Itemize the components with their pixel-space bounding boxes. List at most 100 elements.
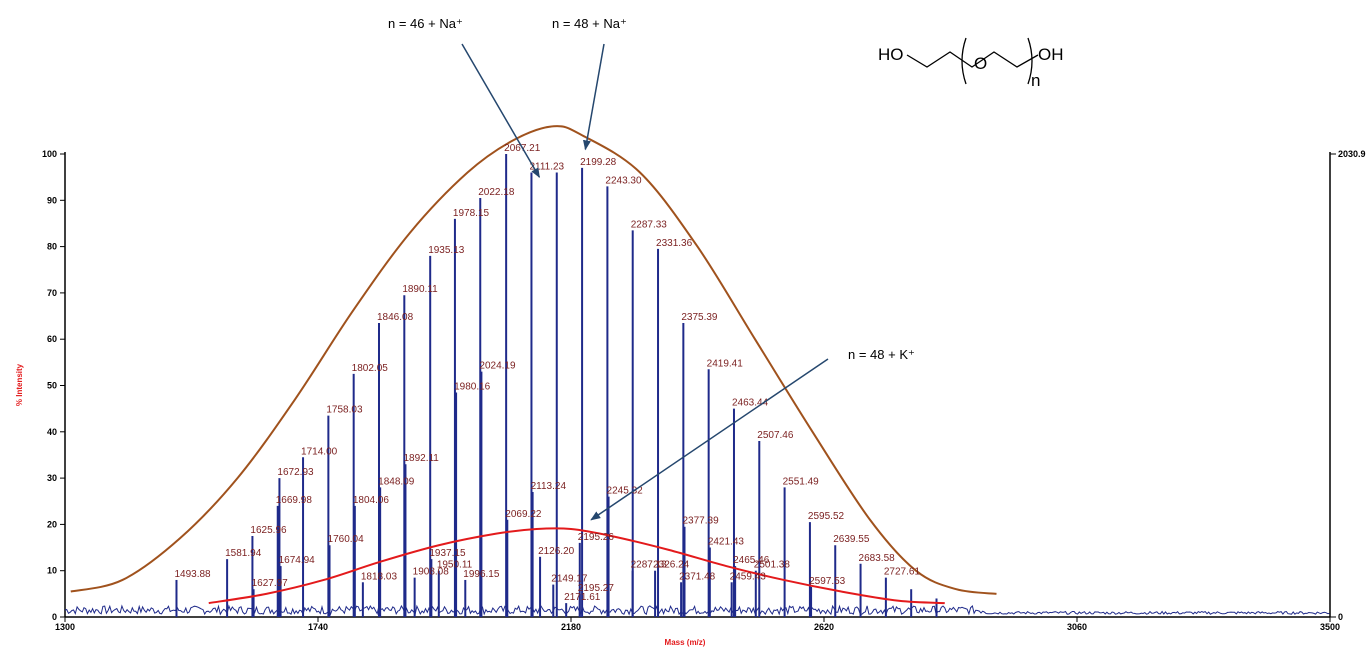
envelope-curve: [70, 125, 997, 595]
peak-label: 1848.09: [378, 476, 415, 487]
structure-right-label: OH: [1038, 45, 1064, 64]
peak-label: 2022.18: [478, 187, 515, 198]
peak-label: 1672.93: [277, 467, 314, 478]
peaks-group: [175, 154, 938, 617]
y-tick-label: 60: [47, 334, 57, 344]
peak-label: 2371.48: [679, 571, 716, 582]
y-tick-label: 10: [47, 566, 57, 576]
baseline-noise: [64, 604, 1330, 616]
x-tick-label: 2180: [561, 622, 581, 632]
x-tick-label: 1300: [55, 622, 75, 632]
peak-label: 1758.03: [326, 405, 363, 416]
envelope-curve: [208, 527, 945, 605]
annotation-label: n = 48 + Na⁺: [552, 16, 627, 31]
peak-label: 1846.08: [377, 312, 414, 323]
peak-label: 1818.03: [361, 571, 398, 582]
structure-left-label: HO: [878, 45, 904, 64]
peak-label: 2459.43: [730, 571, 767, 582]
peak-label: 2501.38: [754, 560, 791, 571]
peak-label: 2024.19: [479, 361, 516, 372]
right-axis-min-label: 0: [1338, 612, 1343, 622]
peak-label: 1996.15: [463, 569, 500, 580]
plot-area: 2030.9 0: [64, 149, 1366, 622]
peak-label: 2639.55: [833, 534, 870, 545]
y-tick-label: 20: [47, 519, 57, 529]
peak-label: 1890.11: [402, 284, 438, 295]
x-tick-label: 2620: [814, 622, 834, 632]
peak-label: 2113.24: [531, 481, 567, 492]
peak-label: 2195.26: [578, 532, 615, 543]
structure-bracket-left: [961, 37, 967, 85]
y-axis-title: % Intensity: [15, 363, 24, 406]
peak-label: 1892.11: [403, 453, 439, 464]
annotation-label: n = 48 + K⁺: [848, 347, 915, 362]
structure-chain: [906, 51, 1039, 68]
peak-label: 2287.13: [631, 560, 668, 571]
annotation-arrow: [590, 358, 829, 521]
y-tick-label: 100: [42, 149, 57, 159]
peak-label: 2375.39: [681, 312, 718, 323]
peak-label: 1937.15: [429, 548, 466, 559]
y-tick-label: 90: [47, 195, 57, 205]
peak-label: 1493.88: [174, 569, 211, 580]
peak-label: 1804.06: [353, 495, 390, 506]
peak-label: 1674.94: [279, 555, 316, 566]
peak-label: 2419.41: [707, 358, 744, 369]
peak-label: 1980.16: [454, 381, 491, 392]
peak-label: 1935.13: [428, 245, 465, 256]
annotation-arrow: [583, 43, 605, 151]
envelope-curves: [70, 125, 997, 605]
structure-bracket-right: [1027, 37, 1033, 85]
annotation-arrow: [461, 43, 541, 179]
x-tick-label: 3060: [1067, 622, 1087, 632]
y-tick-label: 0: [52, 612, 57, 622]
peak-label: 1625.96: [250, 525, 287, 536]
peak-label: 2195.27: [578, 583, 615, 594]
peak-label: 2149.17: [551, 574, 588, 585]
peak-label: 2507.46: [757, 430, 794, 441]
peak-label: 1714.00: [301, 446, 338, 457]
peak-labels-group: 1493.88 1581.94 1625.96 1669.98 1672.93 1714.…: [174, 143, 920, 603]
structure-repeat-label: n: [1031, 71, 1040, 90]
peak-label: 2126.20: [538, 546, 575, 557]
peak-label: 2597.53: [809, 576, 846, 587]
peak-label: 2171.61: [564, 592, 601, 603]
peak-label: 1978.15: [453, 208, 490, 219]
peak-label: 1669.98: [276, 495, 313, 506]
peak-label: 2243.30: [605, 175, 642, 186]
peak-label: 2551.49: [783, 476, 820, 487]
peak-label: 1627.97: [252, 578, 289, 589]
peak-label: 2421.43: [708, 537, 745, 548]
peak-label: 1908.08: [413, 567, 450, 578]
peak-label: 1760.04: [328, 534, 365, 545]
y-tick-label: 80: [47, 242, 57, 252]
y-tick-label: 30: [47, 473, 57, 483]
y-axis-ticks: 0 10 20 30 40 50 60 70 80 90 100: [42, 149, 65, 622]
peak-label: 1802.05: [352, 363, 389, 374]
x-tick-label: 1740: [308, 622, 328, 632]
baseline-noise-line: [64, 604, 1330, 616]
structure-oxygen-label: O: [974, 54, 987, 73]
x-axis-title: Mass (m/z): [665, 638, 706, 647]
peg-structure: HO O OH n: [878, 37, 1064, 90]
peak-label: 2331.36: [656, 238, 693, 249]
peak-label: 2111.23: [529, 162, 564, 173]
peak-label: 1581.94: [225, 548, 262, 559]
annotations-group: n = 46 + Na⁺ n = 48 + Na⁺ n = 48 + K⁺: [388, 16, 915, 521]
peak-label: 2326.24: [653, 560, 690, 571]
peak-label: 2069.22: [505, 509, 542, 520]
peak-label: 1950.11: [437, 560, 473, 571]
x-axis-ticks: 1300 1740 2180 2620 3060 3500: [55, 617, 1340, 632]
peak-label: 2377.39: [682, 516, 719, 527]
peak-label: 2727.61: [884, 567, 921, 578]
y-tick-label: 70: [47, 288, 57, 298]
peak-label: 2463.44: [732, 398, 769, 409]
peak-label: 2287.33: [631, 219, 668, 230]
peak-label: 2683.58: [859, 553, 896, 564]
y-tick-label: 40: [47, 427, 57, 437]
peak-label: 2245.32: [607, 486, 644, 497]
right-axis-max-label: 2030.9: [1338, 149, 1366, 159]
peak-label: 2199.28: [580, 157, 617, 168]
x-tick-label: 3500: [1320, 622, 1340, 632]
